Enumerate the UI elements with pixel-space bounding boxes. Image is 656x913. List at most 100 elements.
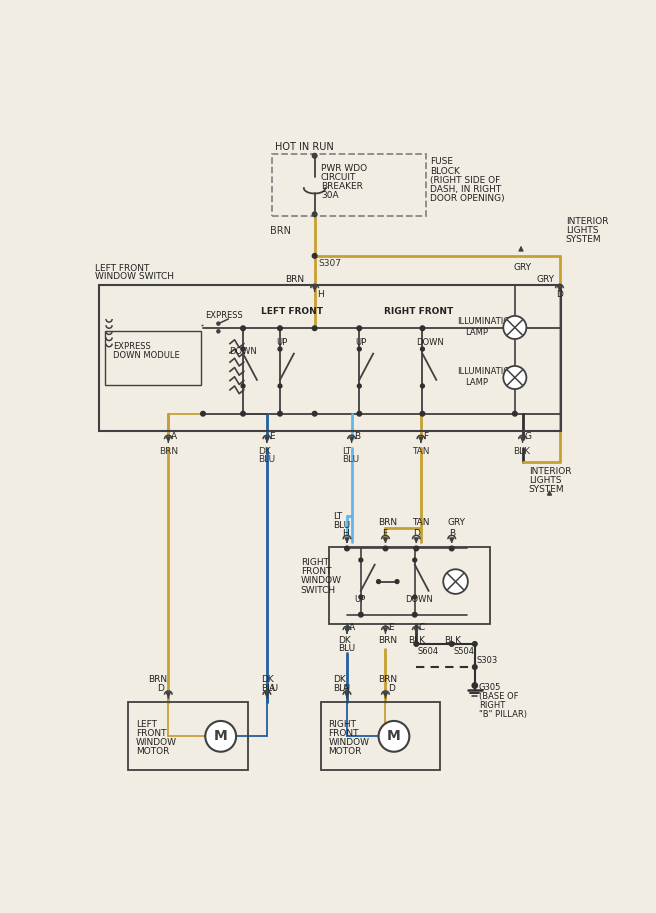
Text: LIGHTS: LIGHTS — [565, 226, 598, 235]
Text: DK: DK — [338, 636, 350, 645]
Text: BLK: BLK — [409, 636, 426, 645]
Text: DOWN: DOWN — [229, 347, 257, 356]
Text: DOWN MODULE: DOWN MODULE — [113, 352, 180, 361]
Circle shape — [443, 569, 468, 593]
Circle shape — [414, 642, 419, 646]
Text: UP: UP — [355, 594, 366, 603]
Text: GRY: GRY — [448, 518, 466, 527]
Circle shape — [413, 558, 417, 561]
Text: TAN: TAN — [412, 447, 429, 456]
Text: TAN: TAN — [413, 518, 430, 527]
Circle shape — [277, 326, 282, 331]
Text: S307: S307 — [319, 259, 342, 268]
Text: BLU: BLU — [338, 644, 355, 653]
Text: ILLUMINATION: ILLUMINATION — [457, 367, 516, 376]
Text: FRONT: FRONT — [329, 729, 359, 738]
Text: (RIGHT SIDE OF: (RIGHT SIDE OF — [430, 176, 501, 185]
Text: M: M — [387, 729, 401, 743]
Circle shape — [312, 326, 317, 331]
Text: S504: S504 — [453, 647, 474, 656]
Text: LIGHTS: LIGHTS — [529, 477, 561, 485]
Circle shape — [472, 683, 478, 688]
Text: BLK: BLK — [444, 636, 461, 645]
Text: F: F — [382, 529, 388, 538]
Text: LT: LT — [333, 511, 342, 520]
Circle shape — [377, 580, 380, 583]
Text: BRN: BRN — [378, 518, 397, 527]
Circle shape — [420, 326, 424, 331]
Text: UP: UP — [276, 338, 287, 347]
Text: UP: UP — [356, 338, 367, 347]
Text: C: C — [419, 623, 425, 632]
Text: ILLUMINATION: ILLUMINATION — [457, 317, 516, 326]
Circle shape — [359, 613, 363, 617]
Circle shape — [312, 212, 317, 216]
Text: B: B — [449, 529, 455, 538]
Circle shape — [512, 412, 517, 416]
Text: BRN: BRN — [378, 675, 397, 684]
Text: DOWN: DOWN — [405, 594, 433, 603]
Text: BLK: BLK — [513, 447, 530, 456]
Text: LEFT FRONT: LEFT FRONT — [95, 265, 150, 274]
Text: D: D — [556, 289, 563, 299]
Text: G: G — [525, 432, 532, 441]
Text: HOT IN RUN: HOT IN RUN — [275, 142, 333, 152]
Bar — [105, 331, 201, 385]
Text: SYSTEM: SYSTEM — [565, 236, 602, 244]
Circle shape — [472, 665, 477, 669]
Circle shape — [241, 384, 245, 388]
Text: FUSE: FUSE — [430, 157, 453, 166]
Text: G305: G305 — [479, 683, 501, 691]
Text: BLU: BLU — [258, 456, 275, 465]
Circle shape — [420, 384, 424, 388]
Text: S303: S303 — [476, 656, 498, 666]
Circle shape — [217, 322, 220, 325]
Text: D: D — [157, 684, 165, 693]
Text: WINDOW: WINDOW — [301, 576, 342, 585]
Text: A: A — [349, 623, 356, 632]
Circle shape — [278, 347, 282, 351]
Circle shape — [241, 412, 245, 416]
Circle shape — [413, 595, 417, 599]
Text: D: D — [413, 529, 420, 538]
Text: WINDOW: WINDOW — [136, 738, 177, 747]
Circle shape — [312, 153, 317, 158]
Circle shape — [395, 580, 399, 583]
Text: LAMP: LAMP — [465, 328, 488, 337]
Circle shape — [312, 254, 317, 258]
Circle shape — [383, 546, 388, 551]
Text: B: B — [354, 432, 360, 441]
Text: LEFT FRONT: LEFT FRONT — [260, 307, 323, 316]
Bar — [272, 154, 426, 215]
Circle shape — [449, 642, 454, 646]
Bar — [129, 702, 248, 771]
Text: SYSTEM: SYSTEM — [529, 486, 564, 495]
Text: LAMP: LAMP — [465, 378, 488, 386]
Circle shape — [358, 384, 361, 388]
Text: DOOR OPENING): DOOR OPENING) — [430, 194, 504, 204]
Text: SWITCH: SWITCH — [301, 585, 336, 594]
Text: EXPRESS: EXPRESS — [113, 342, 151, 352]
Bar — [321, 702, 440, 771]
Circle shape — [414, 546, 419, 551]
Text: (BASE OF: (BASE OF — [479, 692, 518, 701]
Text: BLU: BLU — [333, 684, 350, 693]
Circle shape — [472, 642, 477, 646]
Circle shape — [413, 613, 417, 617]
Text: M: M — [214, 729, 228, 743]
Text: 30A: 30A — [321, 192, 338, 200]
Text: A: A — [343, 684, 349, 693]
Text: MOTOR: MOTOR — [329, 747, 362, 756]
Text: H: H — [317, 289, 323, 299]
Text: "B" PILLAR): "B" PILLAR) — [479, 710, 527, 719]
Circle shape — [278, 384, 282, 388]
Text: PWR WDO: PWR WDO — [321, 163, 367, 173]
Text: BLOCK: BLOCK — [430, 167, 460, 175]
Circle shape — [241, 347, 245, 351]
Circle shape — [420, 347, 424, 351]
Text: H: H — [342, 529, 349, 538]
Circle shape — [277, 412, 282, 416]
Text: WINDOW: WINDOW — [329, 738, 369, 747]
Text: GRY: GRY — [513, 263, 531, 272]
Circle shape — [420, 412, 424, 416]
